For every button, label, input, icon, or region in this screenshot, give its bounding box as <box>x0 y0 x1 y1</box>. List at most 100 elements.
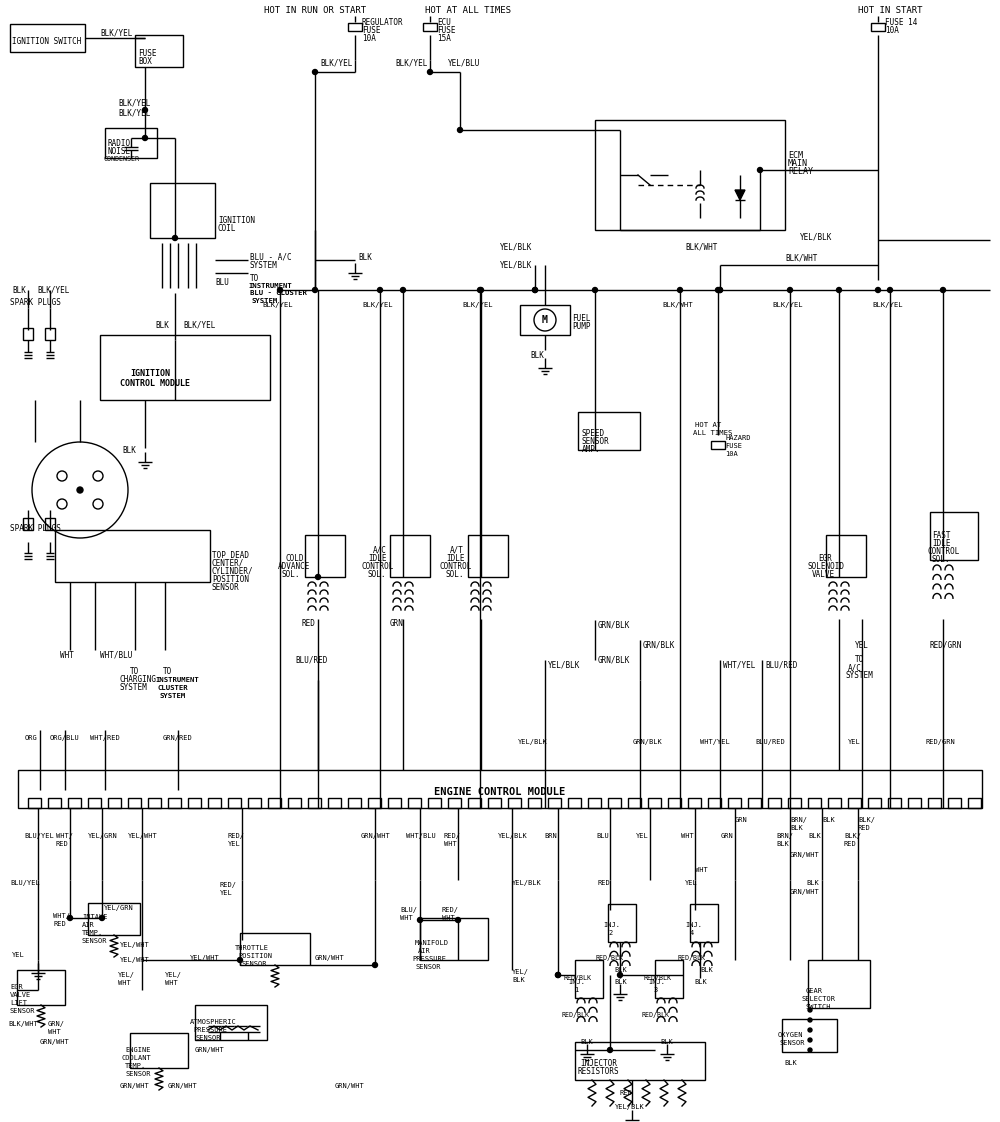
Text: BLK: BLK <box>776 842 789 847</box>
Circle shape <box>532 287 538 293</box>
Text: WHT: WHT <box>400 916 413 921</box>
Bar <box>788 798 801 808</box>
Text: TO: TO <box>163 668 172 677</box>
Text: GEAR: GEAR <box>806 988 823 994</box>
Polygon shape <box>735 190 745 200</box>
Text: ECU: ECU <box>437 18 451 27</box>
Text: RED/: RED/ <box>220 882 237 888</box>
Text: BLU: BLU <box>596 833 609 839</box>
Text: RED/BLK: RED/BLK <box>642 1012 670 1018</box>
Text: 4: 4 <box>690 930 694 936</box>
Text: YEL/: YEL/ <box>165 972 182 978</box>
Bar <box>48 798 61 808</box>
Bar <box>968 798 981 808</box>
Text: WHT: WHT <box>48 1029 61 1034</box>
Text: GRN/BLK: GRN/BLK <box>643 641 675 650</box>
Bar <box>575 1042 705 1080</box>
Circle shape <box>77 487 83 493</box>
Text: YEL/GRN: YEL/GRN <box>104 905 134 911</box>
Text: BLK: BLK <box>808 833 821 839</box>
Text: CONTROL: CONTROL <box>928 546 960 555</box>
Text: INJ.: INJ. <box>648 980 665 985</box>
Bar <box>10 24 85 52</box>
Text: THROTTLE: THROTTLE <box>235 945 269 951</box>
Text: ORG/BLU: ORG/BLU <box>50 735 80 741</box>
Bar <box>45 328 55 340</box>
Bar <box>148 798 161 808</box>
Text: BLK: BLK <box>580 1039 593 1045</box>
Text: BLU/RED: BLU/RED <box>755 739 785 745</box>
Text: BLK/: BLK/ <box>858 817 875 824</box>
Text: RED/BLK: RED/BLK <box>678 955 706 962</box>
Text: TEMP.: TEMP. <box>82 930 103 936</box>
Bar <box>608 904 636 942</box>
Text: AIR: AIR <box>418 948 431 954</box>
Circle shape <box>758 167 763 173</box>
Circle shape <box>238 957 242 963</box>
Text: BLU/YEL: BLU/YEL <box>24 833 54 839</box>
Text: BLK: BLK <box>530 350 544 359</box>
Circle shape <box>808 1038 812 1042</box>
Text: COOLANT: COOLANT <box>122 1055 152 1061</box>
Text: HOT AT ALL TIMES: HOT AT ALL TIMES <box>425 6 511 15</box>
Bar <box>28 798 41 808</box>
Circle shape <box>173 236 178 240</box>
Text: BLK/WHT: BLK/WHT <box>785 254 817 263</box>
Text: RED/: RED/ <box>228 833 245 839</box>
Text: SOL.: SOL. <box>932 554 950 563</box>
Text: WHT/: WHT/ <box>53 913 70 919</box>
Circle shape <box>456 918 460 922</box>
Text: POSITION: POSITION <box>212 574 249 583</box>
Bar <box>908 798 921 808</box>
Text: HOT IN RUN OR START: HOT IN RUN OR START <box>264 6 366 15</box>
Text: WHT: WHT <box>681 833 694 839</box>
Text: SENSOR: SENSOR <box>416 964 442 971</box>
Text: RED: RED <box>56 842 69 847</box>
Circle shape <box>400 287 406 293</box>
Text: WHT/RED: WHT/RED <box>90 735 120 741</box>
Circle shape <box>618 973 622 977</box>
Text: IGNITION: IGNITION <box>218 215 255 224</box>
Text: TEMP.: TEMP. <box>125 1063 146 1069</box>
Bar <box>368 798 381 808</box>
Circle shape <box>876 287 881 293</box>
Text: RED: RED <box>53 921 66 927</box>
Text: COLD: COLD <box>285 553 304 562</box>
Text: SENSOR: SENSOR <box>10 1008 36 1014</box>
Text: GRN: GRN <box>390 619 404 628</box>
Bar <box>128 798 141 808</box>
Text: BLK/YEL: BLK/YEL <box>320 58 352 67</box>
Text: 3: 3 <box>654 987 658 993</box>
Text: YEL/BLK: YEL/BLK <box>800 232 832 241</box>
Text: BLK: BLK <box>155 321 169 330</box>
Bar <box>18 770 982 808</box>
Text: SOLENOID: SOLENOID <box>808 561 845 570</box>
Text: SOL.: SOL. <box>368 570 386 579</box>
Text: BLK/YEL: BLK/YEL <box>872 302 903 309</box>
Text: GRN/RED: GRN/RED <box>163 735 193 741</box>
Bar <box>728 798 741 808</box>
Text: RESISTORS: RESISTORS <box>578 1067 620 1076</box>
Text: YEL: YEL <box>685 880 698 886</box>
Text: RED/BLK: RED/BLK <box>562 1012 590 1018</box>
Text: WHT/: WHT/ <box>56 833 73 839</box>
Text: A/C: A/C <box>848 663 862 672</box>
Text: NOISE: NOISE <box>108 147 131 156</box>
Text: BLK/YEL: BLK/YEL <box>262 302 293 309</box>
Bar <box>628 798 641 808</box>
Circle shape <box>278 287 283 293</box>
Text: BRN/: BRN/ <box>776 833 793 839</box>
Bar <box>948 798 961 808</box>
Text: CONDENSER: CONDENSER <box>103 156 139 162</box>
Text: FUEL: FUEL <box>572 313 590 322</box>
Text: SYSTEM: SYSTEM <box>252 298 278 304</box>
Bar <box>248 798 261 808</box>
Text: YEL: YEL <box>636 833 649 839</box>
Bar <box>195 1005 267 1040</box>
Bar <box>17 971 65 1005</box>
Text: GRN/WHT: GRN/WHT <box>361 833 391 839</box>
Text: IDLE: IDLE <box>446 553 464 562</box>
Bar <box>328 798 341 808</box>
Bar <box>520 305 570 335</box>
Text: RED/BLK: RED/BLK <box>563 975 591 981</box>
